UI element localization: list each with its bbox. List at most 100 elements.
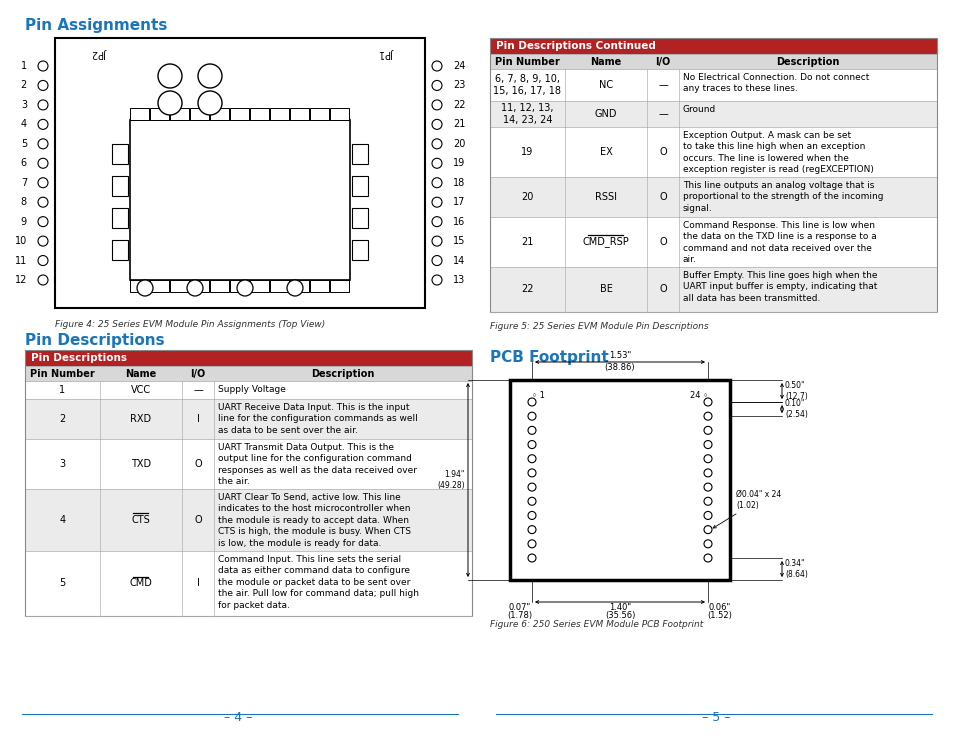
Text: Buffer Empty. This line goes high when the
UART input buffer is empty, indicatin: Buffer Empty. This line goes high when t… bbox=[682, 271, 877, 303]
Bar bbox=[271, 280, 289, 292]
Bar bbox=[352, 208, 368, 228]
Text: Name: Name bbox=[590, 57, 621, 67]
Bar bbox=[25, 399, 472, 439]
Text: Name: Name bbox=[125, 369, 156, 379]
Bar bbox=[131, 280, 150, 292]
Bar bbox=[130, 120, 350, 280]
Bar bbox=[490, 54, 936, 69]
Text: Description: Description bbox=[776, 57, 839, 67]
Text: (1.52): (1.52) bbox=[707, 611, 732, 620]
Text: Supply Voltage: Supply Voltage bbox=[218, 385, 286, 394]
Bar bbox=[151, 280, 170, 292]
Text: I/O: I/O bbox=[655, 57, 670, 67]
Circle shape bbox=[38, 120, 48, 129]
Bar bbox=[25, 381, 472, 399]
Text: I: I bbox=[196, 579, 199, 588]
Text: 20: 20 bbox=[453, 139, 465, 149]
Text: Ground: Ground bbox=[682, 105, 716, 114]
Text: 8: 8 bbox=[21, 197, 27, 207]
Bar bbox=[25, 366, 472, 381]
Text: 2: 2 bbox=[21, 80, 27, 91]
Circle shape bbox=[38, 275, 48, 285]
Text: ◦ 1: ◦ 1 bbox=[532, 391, 544, 400]
Text: 4: 4 bbox=[21, 120, 27, 129]
Text: 17: 17 bbox=[453, 197, 465, 207]
Circle shape bbox=[703, 554, 711, 562]
Text: RXD: RXD bbox=[131, 414, 152, 424]
Text: Exception Output. A mask can be set
to take this line high when an exception
occ: Exception Output. A mask can be set to t… bbox=[682, 131, 873, 174]
Circle shape bbox=[236, 280, 253, 296]
Text: —: — bbox=[193, 385, 203, 395]
Bar bbox=[171, 108, 190, 120]
Circle shape bbox=[703, 427, 711, 435]
Circle shape bbox=[432, 139, 441, 149]
Circle shape bbox=[38, 100, 48, 110]
Text: VCC: VCC bbox=[131, 385, 151, 395]
Circle shape bbox=[527, 413, 536, 420]
Circle shape bbox=[432, 217, 441, 227]
Text: I: I bbox=[196, 414, 199, 424]
Text: 12: 12 bbox=[14, 275, 27, 285]
Bar bbox=[352, 240, 368, 260]
Bar bbox=[112, 240, 128, 260]
Text: 1.53": 1.53" bbox=[608, 351, 631, 360]
Bar bbox=[291, 108, 309, 120]
Bar bbox=[112, 208, 128, 228]
Text: O: O bbox=[194, 515, 202, 525]
Text: 21: 21 bbox=[453, 120, 465, 129]
Bar bbox=[490, 101, 936, 127]
Circle shape bbox=[158, 91, 182, 115]
Text: 3: 3 bbox=[59, 459, 66, 469]
Circle shape bbox=[432, 236, 441, 246]
Text: 6, 7, 8, 9, 10,
15, 16, 17, 18: 6, 7, 8, 9, 10, 15, 16, 17, 18 bbox=[493, 75, 561, 96]
Bar bbox=[112, 176, 128, 196]
Bar bbox=[25, 350, 472, 366]
Text: 5: 5 bbox=[59, 579, 66, 588]
Bar bbox=[151, 108, 170, 120]
Text: 16: 16 bbox=[453, 217, 465, 227]
Text: Figure 6: 250 Series EVM Module PCB Footprint: Figure 6: 250 Series EVM Module PCB Foot… bbox=[490, 620, 702, 629]
Bar bbox=[490, 69, 936, 101]
Circle shape bbox=[287, 280, 303, 296]
Text: (35.56): (35.56) bbox=[604, 611, 635, 620]
Text: Figure 4: 25 Series EVM Module Pin Assignments (Top View): Figure 4: 25 Series EVM Module Pin Assig… bbox=[55, 320, 325, 329]
Text: 19: 19 bbox=[453, 158, 465, 168]
Text: 3: 3 bbox=[21, 100, 27, 110]
Bar bbox=[211, 108, 230, 120]
Text: Pin Number: Pin Number bbox=[495, 57, 559, 67]
Text: EX: EX bbox=[599, 147, 612, 157]
Circle shape bbox=[432, 120, 441, 129]
Circle shape bbox=[38, 158, 48, 168]
Text: 15: 15 bbox=[453, 236, 465, 246]
Circle shape bbox=[527, 525, 536, 534]
Text: —: — bbox=[658, 80, 667, 90]
Bar bbox=[131, 108, 150, 120]
Text: TXD: TXD bbox=[131, 459, 151, 469]
Circle shape bbox=[432, 197, 441, 207]
Text: 0.06": 0.06" bbox=[708, 603, 730, 612]
Text: BE: BE bbox=[598, 285, 612, 294]
Text: 22: 22 bbox=[520, 285, 533, 294]
Text: O: O bbox=[659, 285, 666, 294]
Circle shape bbox=[137, 280, 152, 296]
Text: O: O bbox=[194, 459, 202, 469]
Text: 1: 1 bbox=[59, 385, 66, 395]
Text: UART Receive Data Input. This is the input
line for the configuration commands a: UART Receive Data Input. This is the inp… bbox=[218, 403, 417, 435]
Circle shape bbox=[38, 197, 48, 207]
Text: 13: 13 bbox=[453, 275, 465, 285]
Circle shape bbox=[158, 64, 182, 88]
Bar bbox=[25, 489, 472, 551]
Text: Pin Assignments: Pin Assignments bbox=[25, 18, 167, 33]
Bar bbox=[291, 280, 309, 292]
Circle shape bbox=[703, 413, 711, 420]
Bar bbox=[490, 127, 936, 177]
Circle shape bbox=[703, 483, 711, 491]
Circle shape bbox=[527, 455, 536, 463]
Text: O: O bbox=[659, 147, 666, 157]
Text: 11: 11 bbox=[14, 255, 27, 266]
Text: 23: 23 bbox=[453, 80, 465, 91]
Bar bbox=[25, 350, 472, 616]
Circle shape bbox=[527, 554, 536, 562]
Text: 0.34"
(8.64): 0.34" (8.64) bbox=[784, 559, 807, 579]
Bar bbox=[231, 108, 250, 120]
